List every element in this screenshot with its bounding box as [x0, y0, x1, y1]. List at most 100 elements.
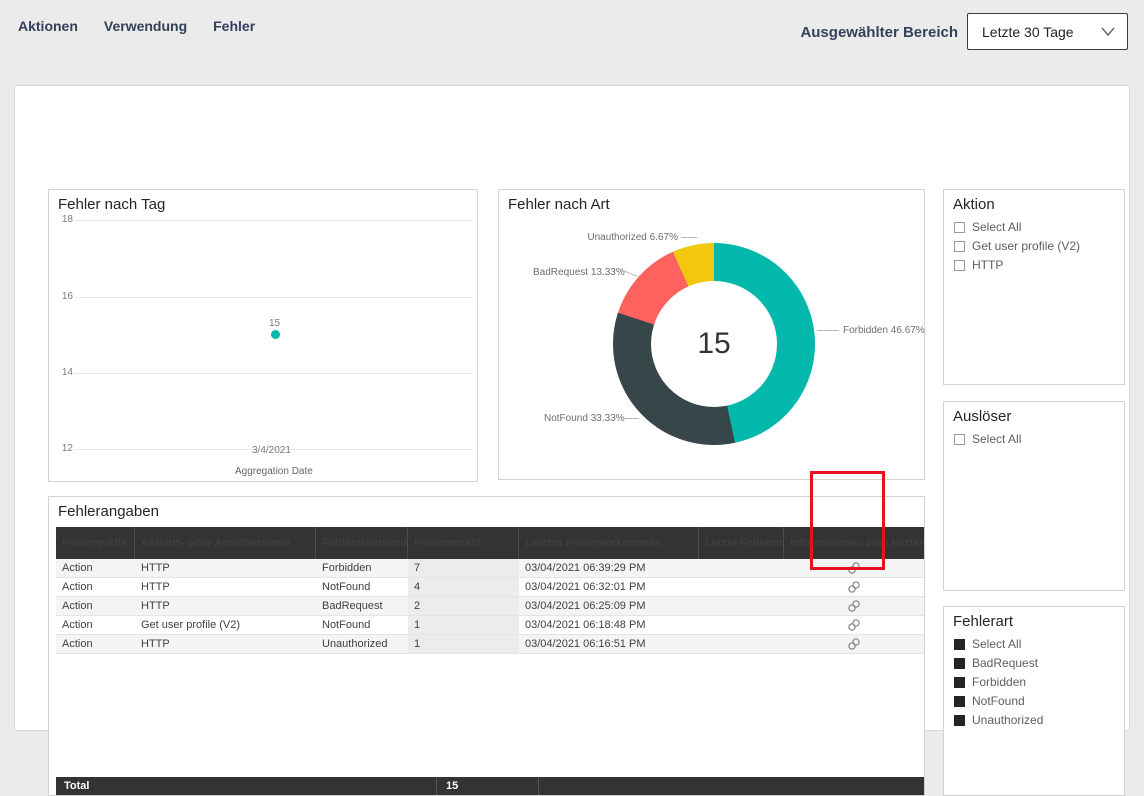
column-header[interactable]: Letzte Fehlermeldung: [699, 527, 784, 559]
table-total-row: Total 15: [56, 777, 924, 795]
filter-option-label: Select All: [972, 432, 1022, 446]
checkbox-icon[interactable]: [954, 676, 965, 688]
cell-meldung: [699, 597, 784, 615]
y-axis-tick: 12: [61, 443, 73, 454]
checkbox-icon[interactable]: [954, 433, 965, 445]
cell-vorkommen: 03/04/2021 06:18:48 PM: [525, 619, 646, 631]
filter-option-label: Get user profile (V2): [972, 239, 1081, 253]
x-axis-tick: 3/4/2021: [252, 445, 291, 456]
filter-option-unauthorized[interactable]: Unauthorized: [954, 713, 1118, 727]
checkbox-icon[interactable]: [954, 221, 965, 233]
checkbox-icon[interactable]: [954, 657, 965, 669]
table-row[interactable]: Action HTTP NotFound 4 03/04/2021 06:32:…: [56, 578, 924, 597]
leader-line: [623, 418, 639, 419]
filter-option-label: NotFound: [972, 694, 1025, 708]
y-axis-tick: 14: [61, 367, 73, 378]
cell-statuscode: NotFound: [322, 619, 371, 631]
checkbox-icon[interactable]: [954, 695, 965, 707]
column-header[interactable]: Fehlerquelle: [56, 527, 135, 559]
error-details-table: Fehlerquelle Aktions- oder Auslösername …: [56, 527, 924, 654]
checkbox-icon[interactable]: [954, 714, 965, 726]
chart-title: Fehler nach Art: [508, 196, 610, 213]
errors-by-day-chart: Fehler nach Tag 18 16 14 12 15 3/4/2021 …: [48, 189, 478, 482]
date-range-dropdown[interactable]: Letzte 30 Tage: [967, 13, 1128, 50]
slice-label-notfound: NotFound 33.33%: [544, 413, 625, 424]
x-axis-title: Aggregation Date: [235, 466, 313, 477]
table-title: Fehlerangaben: [58, 503, 159, 520]
link-icon[interactable]: [847, 599, 861, 613]
filter-option-forbidden[interactable]: Forbidden: [954, 675, 1118, 689]
selected-range-label: Ausgewählter Bereich: [800, 24, 958, 41]
filter-option-select-all[interactable]: Select All: [954, 637, 1118, 651]
column-header[interactable]: Fehleranzahl: [408, 527, 519, 559]
divider: [436, 777, 437, 795]
filter-panel-aktion: Aktion Select All Get user profile (V2) …: [943, 189, 1125, 385]
cell-statuscode: NotFound: [322, 581, 371, 593]
leader-line: [817, 330, 839, 331]
cell-meldung: [699, 635, 784, 653]
cell-name: HTTP: [141, 600, 170, 612]
checkbox-icon[interactable]: [954, 638, 965, 650]
errors-by-type-chart: Fehler nach Art 15 Unauthorized 6.67% Ba…: [498, 189, 925, 480]
chevron-down-icon: [1101, 27, 1115, 36]
filter-option-label: Select All: [972, 637, 1022, 651]
cell-fehlerquelle: Action: [62, 581, 93, 593]
gridline: [75, 220, 473, 221]
donut-center-total: 15: [651, 281, 777, 407]
link-icon[interactable]: [847, 580, 861, 594]
tab-fehler[interactable]: Fehler: [213, 18, 256, 34]
table-row[interactable]: Action HTTP Forbidden 7 03/04/2021 06:39…: [56, 559, 924, 578]
dashboard-card: Fehler nach Tag 18 16 14 12 15 3/4/2021 …: [14, 85, 1130, 796]
tab-aktionen[interactable]: Aktionen: [18, 18, 78, 34]
filter-panel-ausloeser: Auslöser Select All: [943, 401, 1125, 591]
tab-verwendung[interactable]: Verwendung: [103, 18, 188, 34]
column-header[interactable]: Fehlerstatuscode: [316, 527, 408, 559]
cell-anzahl: 2: [408, 597, 519, 615]
filter-option-select-all[interactable]: Select All: [954, 432, 1118, 446]
date-range-value: Letzte 30 Tage: [982, 23, 1074, 40]
y-axis-tick: 16: [61, 291, 73, 302]
column-header[interactable]: Informationen zum letzten: [790, 537, 924, 549]
checkbox-icon[interactable]: [954, 259, 965, 271]
checkbox-icon[interactable]: [954, 240, 965, 252]
cell-name: HTTP: [141, 638, 170, 650]
cell-meldung: [699, 616, 784, 634]
table-row[interactable]: Action Get user profile (V2) NotFound 1 …: [56, 616, 924, 635]
filter-option-badrequest[interactable]: BadRequest: [954, 656, 1118, 670]
cell-name: Get user profile (V2): [141, 619, 241, 631]
cell-fehlerquelle: Action: [62, 638, 93, 650]
link-icon[interactable]: [847, 637, 861, 651]
filter-title: Aktion: [953, 196, 995, 213]
cell-meldung: [699, 578, 784, 596]
cell-statuscode: Forbidden: [322, 562, 372, 574]
cell-vorkommen: 03/04/2021 06:16:51 PM: [525, 638, 646, 650]
cell-statuscode: Unauthorized: [322, 638, 388, 650]
filter-option-select-all[interactable]: Select All: [954, 220, 1118, 234]
gridline: [75, 297, 473, 298]
filter-title: Auslöser: [953, 408, 1012, 425]
cell-name: HTTP: [141, 562, 170, 574]
table-row[interactable]: Action HTTP Unauthorized 1 03/04/2021 06…: [56, 635, 924, 654]
filter-option-get-user-profile[interactable]: Get user profile (V2): [954, 239, 1118, 253]
y-axis-tick: 18: [61, 214, 73, 225]
cell-vorkommen: 03/04/2021 06:32:01 PM: [525, 581, 646, 593]
table-row[interactable]: Action HTTP BadRequest 2 03/04/2021 06:2…: [56, 597, 924, 616]
total-label: Total: [64, 780, 90, 792]
filter-option-http[interactable]: HTTP: [954, 258, 1118, 272]
cell-anzahl: 1: [408, 616, 519, 634]
link-icon[interactable]: [847, 618, 861, 632]
cell-anzahl: 4: [408, 578, 519, 596]
cell-fehlerquelle: Action: [62, 619, 93, 631]
column-header[interactable]: Letztes Fehlervorkommen: [519, 527, 699, 559]
filter-option-notfound[interactable]: NotFound: [954, 694, 1118, 708]
link-icon[interactable]: [847, 561, 861, 575]
table-header-row: Fehlerquelle Aktions- oder Auslösername …: [56, 527, 924, 559]
column-header[interactable]: Aktions- oder Auslösername: [135, 527, 316, 559]
slice-label-badrequest: BadRequest 13.33%: [533, 267, 625, 278]
cell-name: HTTP: [141, 581, 170, 593]
scatter-point[interactable]: [271, 330, 280, 339]
slice-label-forbidden: Forbidden 46.67%: [843, 325, 925, 336]
cell-anzahl: 7: [408, 559, 519, 577]
top-nav: Aktionen Verwendung Fehler: [18, 18, 255, 34]
cell-fehlerquelle: Action: [62, 562, 93, 574]
